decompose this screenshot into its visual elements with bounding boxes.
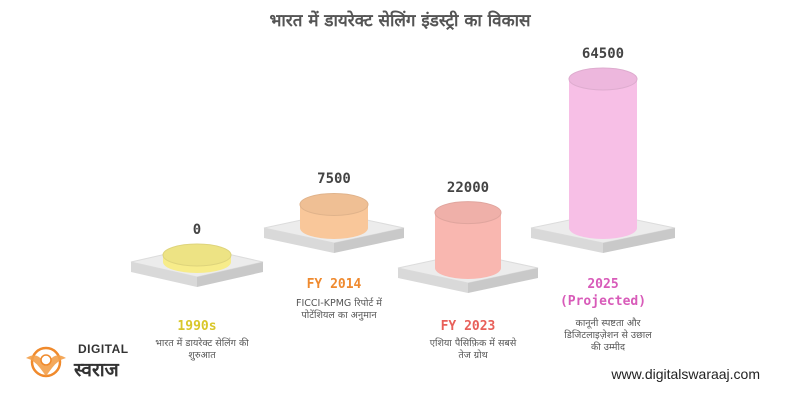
plate-side-left [264, 228, 334, 253]
category-label-1990s: 1990s [117, 318, 277, 335]
description-line: की उम्मीद [590, 342, 625, 353]
description-line: कानूनी स्पष्टता और [575, 318, 641, 329]
description-line: भारत में डायरेक्ट सेलिंग की [155, 338, 249, 349]
category-line: FY 2023 [440, 319, 496, 334]
bar-top [568, 67, 638, 91]
plate-side-right [468, 268, 538, 293]
plate-side-left [531, 228, 603, 253]
plate-side-right [603, 228, 675, 253]
value-label-fy2023: 22000 [446, 179, 490, 196]
description-line: पोटेंशियल का अनुमान [301, 310, 377, 321]
description-2025: कानूनी स्पष्टता और डिजिटलाइज़ेशन से उछाल… [533, 318, 683, 354]
bar-top [299, 192, 369, 216]
bar-top [162, 243, 232, 267]
description-fy2023: एशिया पैसिफ़िक में सबसे तेज ग्रोथ [398, 338, 548, 362]
plate-side-left [398, 268, 468, 293]
website-url: www.digitalswaraaj.com [611, 366, 760, 382]
description-line: एशिया पैसिफ़िक में सबसे [429, 338, 517, 349]
bar-body [569, 79, 637, 239]
description-line: तेज ग्रोथ [458, 350, 488, 361]
logo-text-english: DIGITAL [78, 342, 129, 356]
description-line: डिजिटलाइज़ेशन से उछाल [564, 330, 652, 341]
category-label-2025: 2025 (Projected) [523, 276, 683, 310]
category-label-fy2014: FY 2014 [254, 276, 414, 293]
bar-top [434, 201, 502, 225]
value-label-1990s: 0 [192, 222, 202, 238]
bars-layer [162, 67, 638, 279]
plate-side-right [197, 262, 263, 287]
category-label-fy2023: FY 2023 [388, 318, 548, 335]
logo-emblem-icon [26, 346, 66, 378]
value-label-2025: 64500 [581, 46, 625, 62]
description-1990s: भारत में डायरेक्ट सेलिंग की शुरुआत [127, 338, 277, 362]
category-line: 1990s [177, 319, 217, 334]
plate-side-left [131, 262, 197, 287]
description-line: शुरुआत [188, 350, 216, 361]
brand-logo: DIGITAL स्वराज [22, 338, 142, 386]
category-line: 2025 [587, 277, 619, 292]
logo-text-hindi: स्वराज [74, 359, 119, 381]
category-line: (Projected) [559, 294, 647, 309]
bar-body [435, 212, 501, 279]
chart-title: भारत में डायरेक्ट सेलिंग इंडस्ट्री का वि… [269, 11, 531, 31]
description-line: FICCI-KPMG रिपोर्ट में [296, 298, 382, 309]
plate-side-right [334, 228, 404, 253]
description-fy2014: FICCI-KPMG रिपोर्ट में पोटेंशियल का अनुम… [264, 298, 414, 322]
category-line: FY 2014 [306, 277, 362, 292]
value-label-fy2014: 7500 [317, 171, 351, 188]
